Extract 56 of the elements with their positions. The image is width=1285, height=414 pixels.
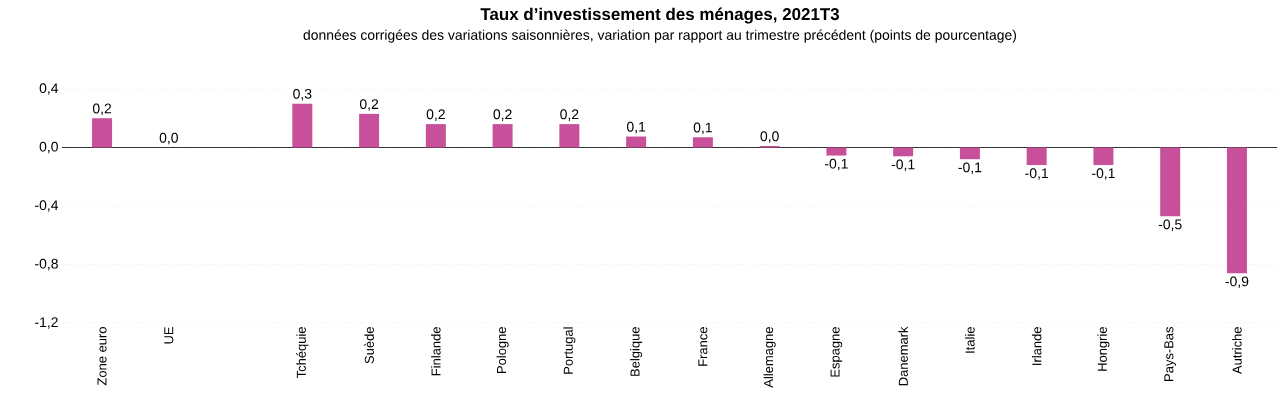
x-tick-label: UE (164, 327, 174, 344)
x-tick-label: Belgique (630, 327, 643, 376)
data-label: 0,2 (92, 103, 112, 116)
data-label: -0,1 (958, 162, 982, 174)
y-tick-label: 0,0 (39, 141, 58, 154)
bar (492, 124, 513, 148)
data-label: -0,9 (1225, 276, 1249, 288)
bar (292, 103, 313, 148)
x-tick-label: Pays-Bas (1164, 326, 1176, 381)
data-label: 0,0 (760, 131, 779, 143)
bar (1226, 147, 1247, 274)
chart-subtitle: données corrigées des variations saisonnières, variation par rapport au trimestre précédent (points de pourcentage) (303, 29, 1017, 43)
data-label: 0,1 (693, 122, 712, 135)
bar (1160, 147, 1181, 217)
bar (893, 147, 914, 157)
x-tick-label: Autriche (1232, 327, 1242, 374)
bar (359, 113, 380, 148)
data-label: -0,1 (825, 158, 848, 171)
x-tick-label: Irlande (1031, 327, 1042, 365)
data-label: -0,5 (1158, 219, 1182, 231)
bar (92, 118, 113, 148)
y-tick-label: 0,4 (39, 83, 59, 95)
x-tick-label: Zone euro (97, 327, 107, 386)
bar (692, 137, 713, 148)
y-tick-label: -1,2 (35, 317, 58, 329)
data-label: 0,3 (293, 88, 312, 101)
x-tick-label: Hongrie (1097, 327, 1110, 371)
x-tick-label: France (698, 327, 708, 366)
x-tick-label: Espagne (830, 327, 843, 377)
bar (1093, 147, 1114, 166)
bar (959, 147, 980, 160)
chart-title: Taux d’investissement des ménages, 2021T3 (480, 7, 840, 24)
x-tick-label: Tchéquie (296, 327, 309, 379)
data-label: -0,1 (1025, 168, 1049, 180)
x-tick-label: Allemagne (763, 327, 776, 388)
data-label: 0,2 (493, 109, 512, 121)
data-label: -0,1 (1092, 168, 1115, 180)
x-tick-label: Suède (364, 327, 374, 364)
bar (826, 147, 847, 156)
data-label: 0,2 (359, 99, 379, 111)
bar (626, 136, 647, 148)
data-label: 0,1 (626, 121, 646, 134)
y-tick-label: -0,8 (35, 258, 58, 271)
x-tick-label: Finlande (431, 327, 441, 376)
data-label: -0,1 (891, 159, 915, 171)
data-label: 0,2 (426, 109, 445, 121)
bar (559, 124, 580, 148)
x-tick-label: Italie (965, 327, 975, 353)
data-label: 0,2 (560, 109, 579, 121)
x-tick-label: Portugal (563, 327, 576, 374)
bar (425, 124, 446, 148)
data-label: 0,0 (159, 132, 178, 145)
x-tick-label: Danemark (898, 326, 908, 386)
bar (1026, 147, 1047, 166)
x-tick-label: Pologne (496, 327, 509, 373)
y-tick-label: -0,4 (35, 200, 59, 212)
